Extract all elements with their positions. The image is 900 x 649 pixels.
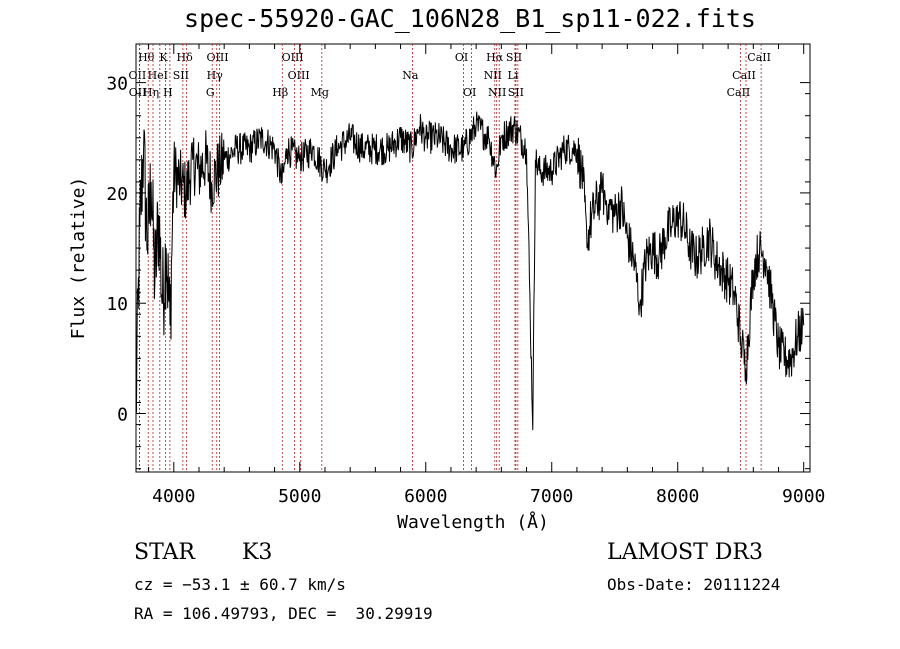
spectral-line-label: G (206, 86, 215, 99)
spectral-line-label: OIII (288, 69, 310, 82)
x-tick-label: 9000 (782, 486, 825, 507)
spectral-line-label: SII (173, 69, 189, 82)
spectral-line-label: Hη (143, 86, 159, 99)
y-tick-label: 0 (117, 405, 128, 426)
spectral-line-label: Li (508, 69, 519, 82)
spectral-line-label: OII (129, 86, 147, 99)
x-axis-label: Wavelength (Å) (397, 511, 549, 533)
object-class: STAR (134, 540, 195, 565)
spectral-line-label: OII (129, 69, 147, 82)
spectral-line-label: HeI (148, 69, 168, 82)
redshift-cz: cz = −53.1 ± 60.7 km/s (134, 575, 346, 594)
spectral-line-label: Na (402, 69, 419, 82)
x-tick-label: 5000 (278, 486, 321, 507)
spectral-line-label: Mg (311, 86, 329, 99)
spectral-line-label: K (159, 51, 168, 64)
spectral-line-label: SII (508, 86, 524, 99)
spectral-line-label: OIII (206, 51, 228, 64)
spectral-line-label: OIII (282, 51, 304, 64)
x-tick-label: 7000 (530, 486, 573, 507)
x-tick-label: 6000 (404, 486, 447, 507)
spectrum-series (135, 111, 805, 431)
spectral-line-label: CaII (747, 51, 771, 64)
x-tick-label: 8000 (656, 486, 699, 507)
spectral-line-label: Hθ (138, 51, 155, 64)
spectral-line-label: Hγ (207, 69, 224, 82)
spectral-line-label: Hβ (272, 86, 288, 99)
y-tick-label: 30 (106, 74, 128, 95)
spectral-line-label: Hδ (177, 51, 194, 64)
y-tick-label: 20 (106, 184, 128, 205)
survey-name: LAMOST DR3 (607, 540, 763, 565)
spectral-line-label: NII (488, 86, 506, 99)
coordinates: RA = 106.49793, DEC = 30.29919 (134, 604, 433, 623)
spectral-line-label: CaII (727, 86, 751, 99)
x-tick-label: 4000 (152, 486, 195, 507)
y-axis-label: Flux (relative) (68, 177, 89, 340)
spectral-line-label: OI (455, 51, 468, 64)
spectral-line-label: H (163, 86, 173, 99)
spectral-line-label: OI (463, 86, 476, 99)
object-subclass: K3 (242, 540, 273, 565)
plot-frame (135, 43, 811, 473)
y-tick-label: 10 (106, 294, 128, 315)
chart-title: spec-55920-GAC_106N28_B1_sp11-022.fits (184, 4, 756, 33)
spectral-line-label: SII (506, 51, 522, 64)
spectral-line-label: CaII (732, 69, 756, 82)
spectral-line-label: NII (484, 69, 502, 82)
obs-date: Obs-Date: 20111224 (607, 575, 781, 594)
